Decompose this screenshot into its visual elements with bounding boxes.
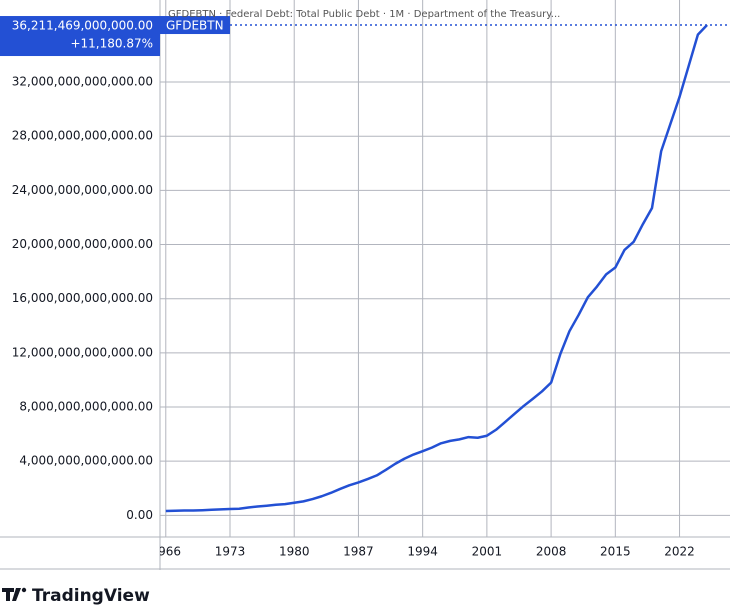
x-tick-label: 2001 [472,545,503,559]
x-tick-label: 1973 [215,545,246,559]
y-tick-label: 16,000,000,000,000.00 [12,291,153,305]
y-tick-label: 4,000,000,000,000.00 [19,454,153,468]
y-tick-label: 20,000,000,000,000.00 [12,237,153,251]
plot: 1966 1973 1980 1987 1994 2001 2008 2015 2022 [151,24,730,559]
x-tick-label: 2015 [600,545,631,559]
chart-title: GFDEBTN · Federal Debt: Total Public Deb… [168,9,560,20]
series-line [165,24,708,513]
y-tick-label: 28,000,000,000,000.00 [12,129,153,143]
y-tick-label: 32,000,000,000,000.00 [12,75,153,89]
x-tick-label: 1994 [407,545,438,559]
price-label-bg [0,16,160,57]
x-tick-label: 1966 [151,545,182,559]
change-label: +11,180.87% [70,37,153,51]
y-tick-label: 12,000,000,000,000.00 [12,345,153,359]
symbol-tag: GFDEBTN [166,19,224,33]
y-tick-label: 24,000,000,000,000.00 [12,183,153,197]
branding-logo: TradingView [2,586,150,606]
branding: TradingView [32,586,150,606]
x-tick-label: 2022 [664,545,695,559]
labels: 0.00 4,000,000,000,000.00 8,000,000,000,00… [0,16,230,522]
price-label: 36,211,469,000,000.00 [12,19,153,33]
y-tick-label: 0.00 [126,508,153,522]
x-tick-label: 1987 [343,545,374,559]
symbol-tag-bg [160,16,230,35]
x-tick-label: 2008 [536,545,567,559]
y-tick-label: 8,000,000,000,000.00 [19,400,153,414]
grid [160,0,730,537]
x-tick-label: 1980 [279,545,310,559]
